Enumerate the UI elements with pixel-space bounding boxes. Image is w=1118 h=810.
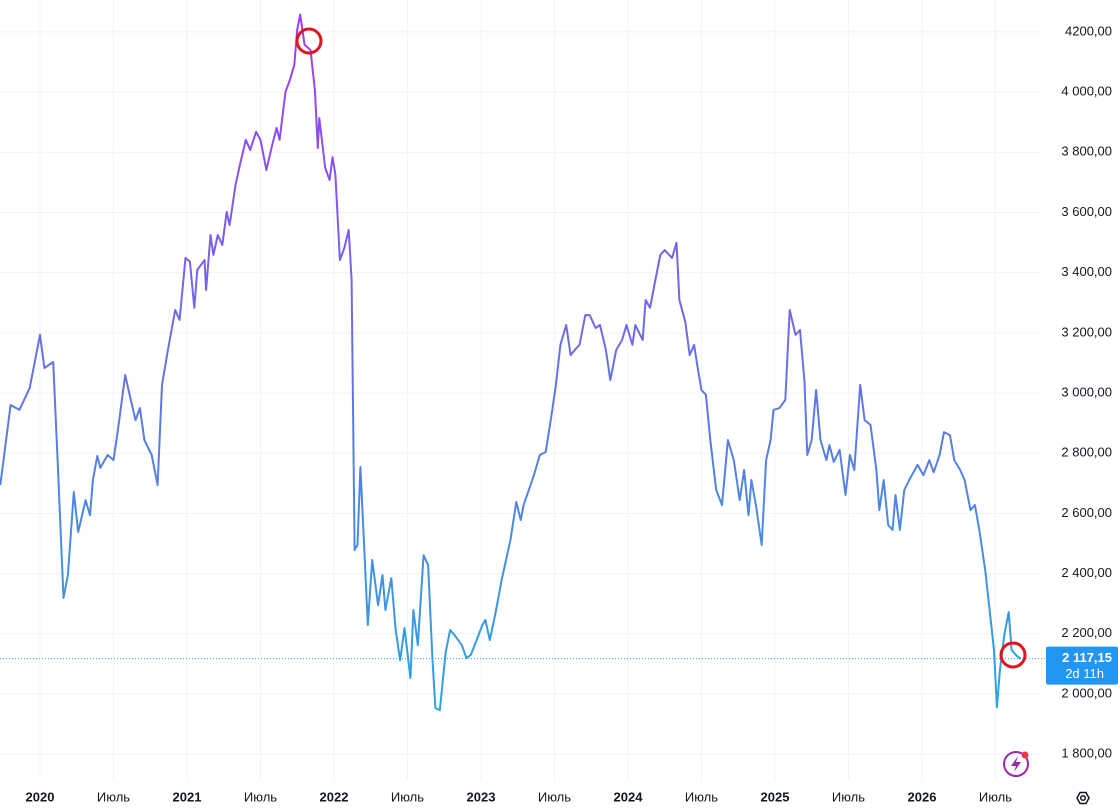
x-tick-label: 2023 [467,789,496,804]
lightning-icon[interactable] [1003,751,1029,777]
highlight-circle [999,641,1027,669]
price-label-box [1046,646,1118,685]
x-tick-label: 2021 [173,789,202,804]
highlight-circle [295,27,323,55]
price-label: 2 117,15 [1062,650,1112,665]
x-tick-label: 2024 [614,789,644,804]
x-tick-label: Июль [244,789,277,804]
plot [0,13,1046,712]
y-tick-label: 3 400,00 [1061,264,1112,279]
y-tick-label: 2 800,00 [1061,445,1112,460]
x-tick-label: 2020 [26,789,55,804]
settings-icon[interactable] [1076,791,1090,805]
x-tick-label: Июль [979,789,1012,804]
price-line [0,13,1022,712]
y-tick-label: 3 600,00 [1061,204,1112,219]
x-tick-label: Июль [685,789,718,804]
axes: 1 800,00 2 000,00 2 200,00 2 400,00 2 600,00… [26,23,1118,804]
y-tick-label: 4 000,00 [1061,84,1112,99]
y-tick-label: 2 400,00 [1061,565,1112,580]
y-tick-label: 2 600,00 [1061,505,1112,520]
x-tick-label: Июль [97,789,130,804]
y-tick-label: 3 200,00 [1061,324,1112,339]
x-tick-label: Июль [391,789,424,804]
x-tick-label: 2025 [761,789,790,804]
y-tick-label: 4200,00 [1065,23,1112,38]
y-tick-label: 2 200,00 [1061,625,1112,640]
x-tick-label: Июль [538,789,571,804]
x-tick-label: 2022 [320,789,349,804]
x-tick-label: Июль [832,789,865,804]
grid [0,0,1040,780]
y-tick-label: 2 000,00 [1061,685,1112,700]
y-tick-label: 1 800,00 [1061,746,1112,761]
x-tick-label: 2026 [908,789,937,804]
countdown-label: 2d 11h [1065,666,1104,681]
y-tick-label: 3 000,00 [1061,384,1112,399]
y-tick-label: 3 800,00 [1061,144,1112,159]
